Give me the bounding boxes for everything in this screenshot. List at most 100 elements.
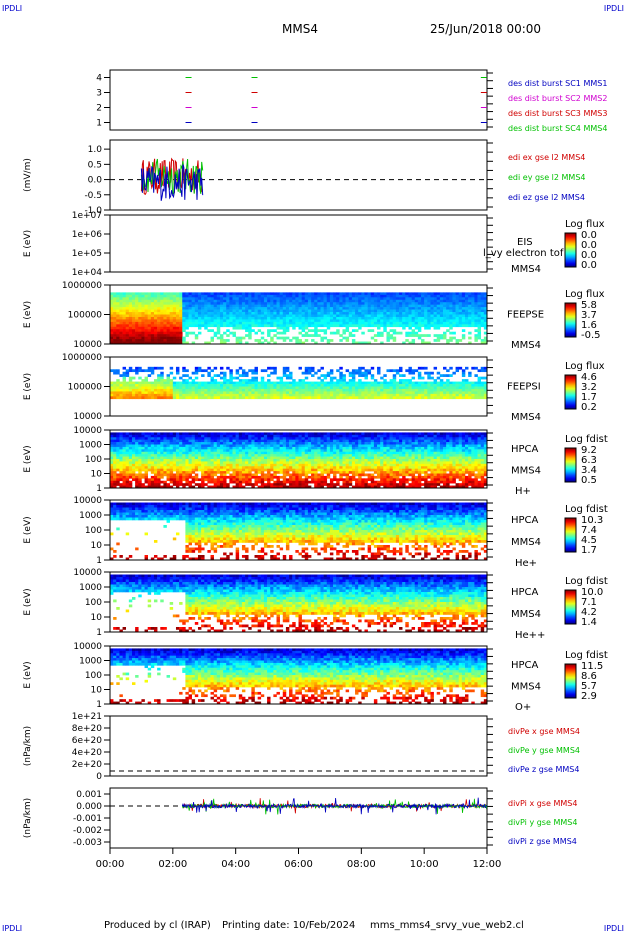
heatmap-cell — [223, 388, 227, 392]
heatmap-cell — [298, 459, 302, 462]
heatmap-cell — [342, 374, 346, 377]
heatmap-cell — [292, 454, 296, 457]
heatmap-cell — [128, 444, 133, 448]
heatmap-cell — [175, 329, 180, 333]
heatmap-cell — [471, 384, 475, 387]
heatmap-cell — [298, 384, 302, 387]
colorbar-tick-label: 0.0 — [581, 250, 597, 261]
heatmap-cell — [263, 302, 268, 305]
heatmap-cell — [329, 459, 334, 462]
heatmap-cell — [273, 369, 277, 373]
heatmap-cell — [191, 449, 196, 453]
heatmap-cell — [455, 339, 460, 342]
heatmap-cell — [238, 341, 243, 345]
heatmap-cell — [263, 439, 268, 443]
heatmap-cell — [474, 366, 478, 370]
heatmap-cell — [248, 381, 252, 385]
heatmap-cell — [267, 388, 271, 392]
heatmap-cell — [197, 439, 202, 443]
heatmap-cell — [219, 444, 224, 448]
heatmap-cell — [135, 366, 139, 370]
heatmap-cell — [436, 396, 441, 400]
heatmap-cell — [282, 446, 287, 450]
heatmap-cell — [235, 326, 240, 330]
colorbar-tick-label: 3.2 — [581, 382, 597, 393]
heatmap-cell — [254, 480, 258, 484]
heatmap-cell — [191, 388, 196, 392]
heatmap-cell — [267, 329, 271, 333]
heatmap-cell — [232, 396, 236, 400]
heatmap-cell — [182, 456, 186, 460]
heatmap-cell — [285, 391, 290, 395]
heatmap-cell — [169, 396, 174, 400]
heatmap-cell — [175, 294, 180, 298]
heatmap-cell — [110, 381, 114, 385]
heatmap-cell — [427, 304, 431, 308]
heatmap-cell — [295, 466, 299, 469]
heatmap-cell — [157, 432, 161, 436]
heatmap-cell — [235, 444, 240, 448]
heatmap-cell — [260, 456, 265, 460]
heatmap-cell — [131, 309, 136, 313]
heatmap-cell — [304, 319, 309, 323]
heatmap-cell — [329, 302, 334, 305]
heatmap-cell — [110, 451, 114, 455]
heatmap-cell — [153, 321, 158, 325]
heatmap-cell — [235, 302, 240, 305]
heatmap-cell — [307, 319, 312, 323]
heatmap-cell — [292, 485, 296, 489]
heatmap-cell — [179, 294, 183, 298]
heatmap-cell — [260, 384, 265, 387]
heatmap-cell — [443, 314, 447, 318]
heatmap-cell — [307, 294, 312, 298]
heatmap-cell — [317, 437, 321, 440]
heatmap-cell — [163, 386, 167, 390]
heatmap-cell — [298, 324, 302, 328]
heatmap-cell — [169, 480, 174, 484]
heatmap-cell — [113, 456, 117, 460]
y-tick-label: 0.5 — [88, 160, 102, 170]
heatmap-cell — [188, 485, 192, 489]
heatmap-cell — [169, 461, 174, 465]
heatmap-cell — [320, 451, 324, 455]
heatmap-cell — [138, 485, 142, 489]
heatmap-cell — [285, 312, 290, 315]
heatmap-cell — [147, 316, 152, 320]
heatmap-cell — [461, 391, 466, 395]
heatmap-cell — [257, 478, 262, 482]
heatmap-cell — [116, 312, 120, 315]
heatmap-cell — [301, 307, 306, 310]
heatmap-cell — [135, 314, 139, 318]
heatmap-cell — [270, 386, 274, 390]
heatmap-cell — [113, 369, 117, 373]
heatmap-cell — [213, 480, 218, 484]
heatmap-cell — [314, 386, 318, 390]
heatmap-cell — [219, 483, 224, 486]
heatmap-cell — [279, 321, 284, 325]
heatmap-cell — [179, 321, 183, 325]
heatmap-cell — [210, 466, 214, 469]
heatmap-cell — [364, 309, 368, 313]
heatmap-cell — [461, 336, 466, 340]
heatmap-cell — [370, 316, 375, 320]
heatmap-cell — [254, 314, 258, 318]
heatmap-cell — [292, 381, 296, 385]
heatmap-cell — [125, 316, 130, 320]
heatmap-cell — [317, 297, 321, 301]
heatmap-cell — [389, 314, 394, 318]
heatmap-cell — [320, 297, 324, 301]
heatmap-cell — [267, 439, 271, 443]
heatmap-cell — [386, 297, 390, 301]
heatmap-cell — [263, 396, 268, 400]
heatmap-cell — [304, 339, 309, 342]
heatmap-cell — [323, 391, 328, 395]
heatmap-cell — [289, 432, 293, 436]
heatmap-cell — [348, 374, 353, 377]
heatmap-cell — [223, 371, 227, 375]
heatmap-cell — [402, 314, 406, 318]
heatmap-cell — [153, 319, 158, 323]
heatmap-cell — [370, 396, 375, 400]
heatmap-cell — [317, 321, 321, 325]
heatmap-cell — [474, 384, 478, 387]
heatmap-cell — [166, 432, 170, 436]
